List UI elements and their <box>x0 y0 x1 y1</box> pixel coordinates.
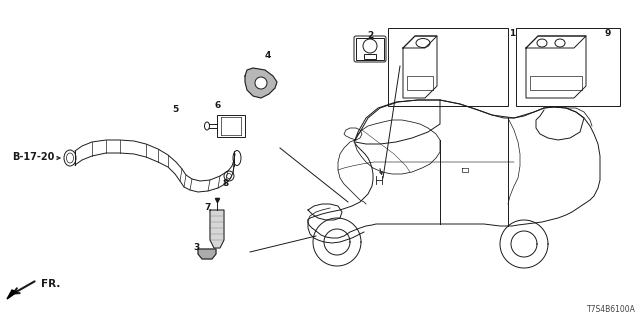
Text: 1: 1 <box>509 28 515 37</box>
Text: T7S4B6100A: T7S4B6100A <box>587 305 636 314</box>
Polygon shape <box>210 210 224 248</box>
Bar <box>364 54 376 59</box>
Bar <box>530 76 582 90</box>
Text: 8: 8 <box>223 179 229 188</box>
Bar <box>407 76 433 90</box>
Text: 7: 7 <box>205 203 211 212</box>
Text: 5: 5 <box>172 106 178 115</box>
Polygon shape <box>198 249 216 259</box>
Bar <box>217 115 245 137</box>
Bar <box>356 38 384 60</box>
Text: FR.: FR. <box>41 279 60 289</box>
Text: 9: 9 <box>605 28 611 37</box>
Text: 3: 3 <box>193 243 199 252</box>
Text: B-17-20: B-17-20 <box>12 152 54 162</box>
Bar <box>516 28 620 106</box>
Polygon shape <box>245 68 277 98</box>
Polygon shape <box>7 290 17 299</box>
Circle shape <box>255 77 267 89</box>
Bar <box>388 28 508 106</box>
Text: 4: 4 <box>265 52 271 60</box>
Text: 2: 2 <box>367 31 373 41</box>
Text: 6: 6 <box>215 101 221 110</box>
